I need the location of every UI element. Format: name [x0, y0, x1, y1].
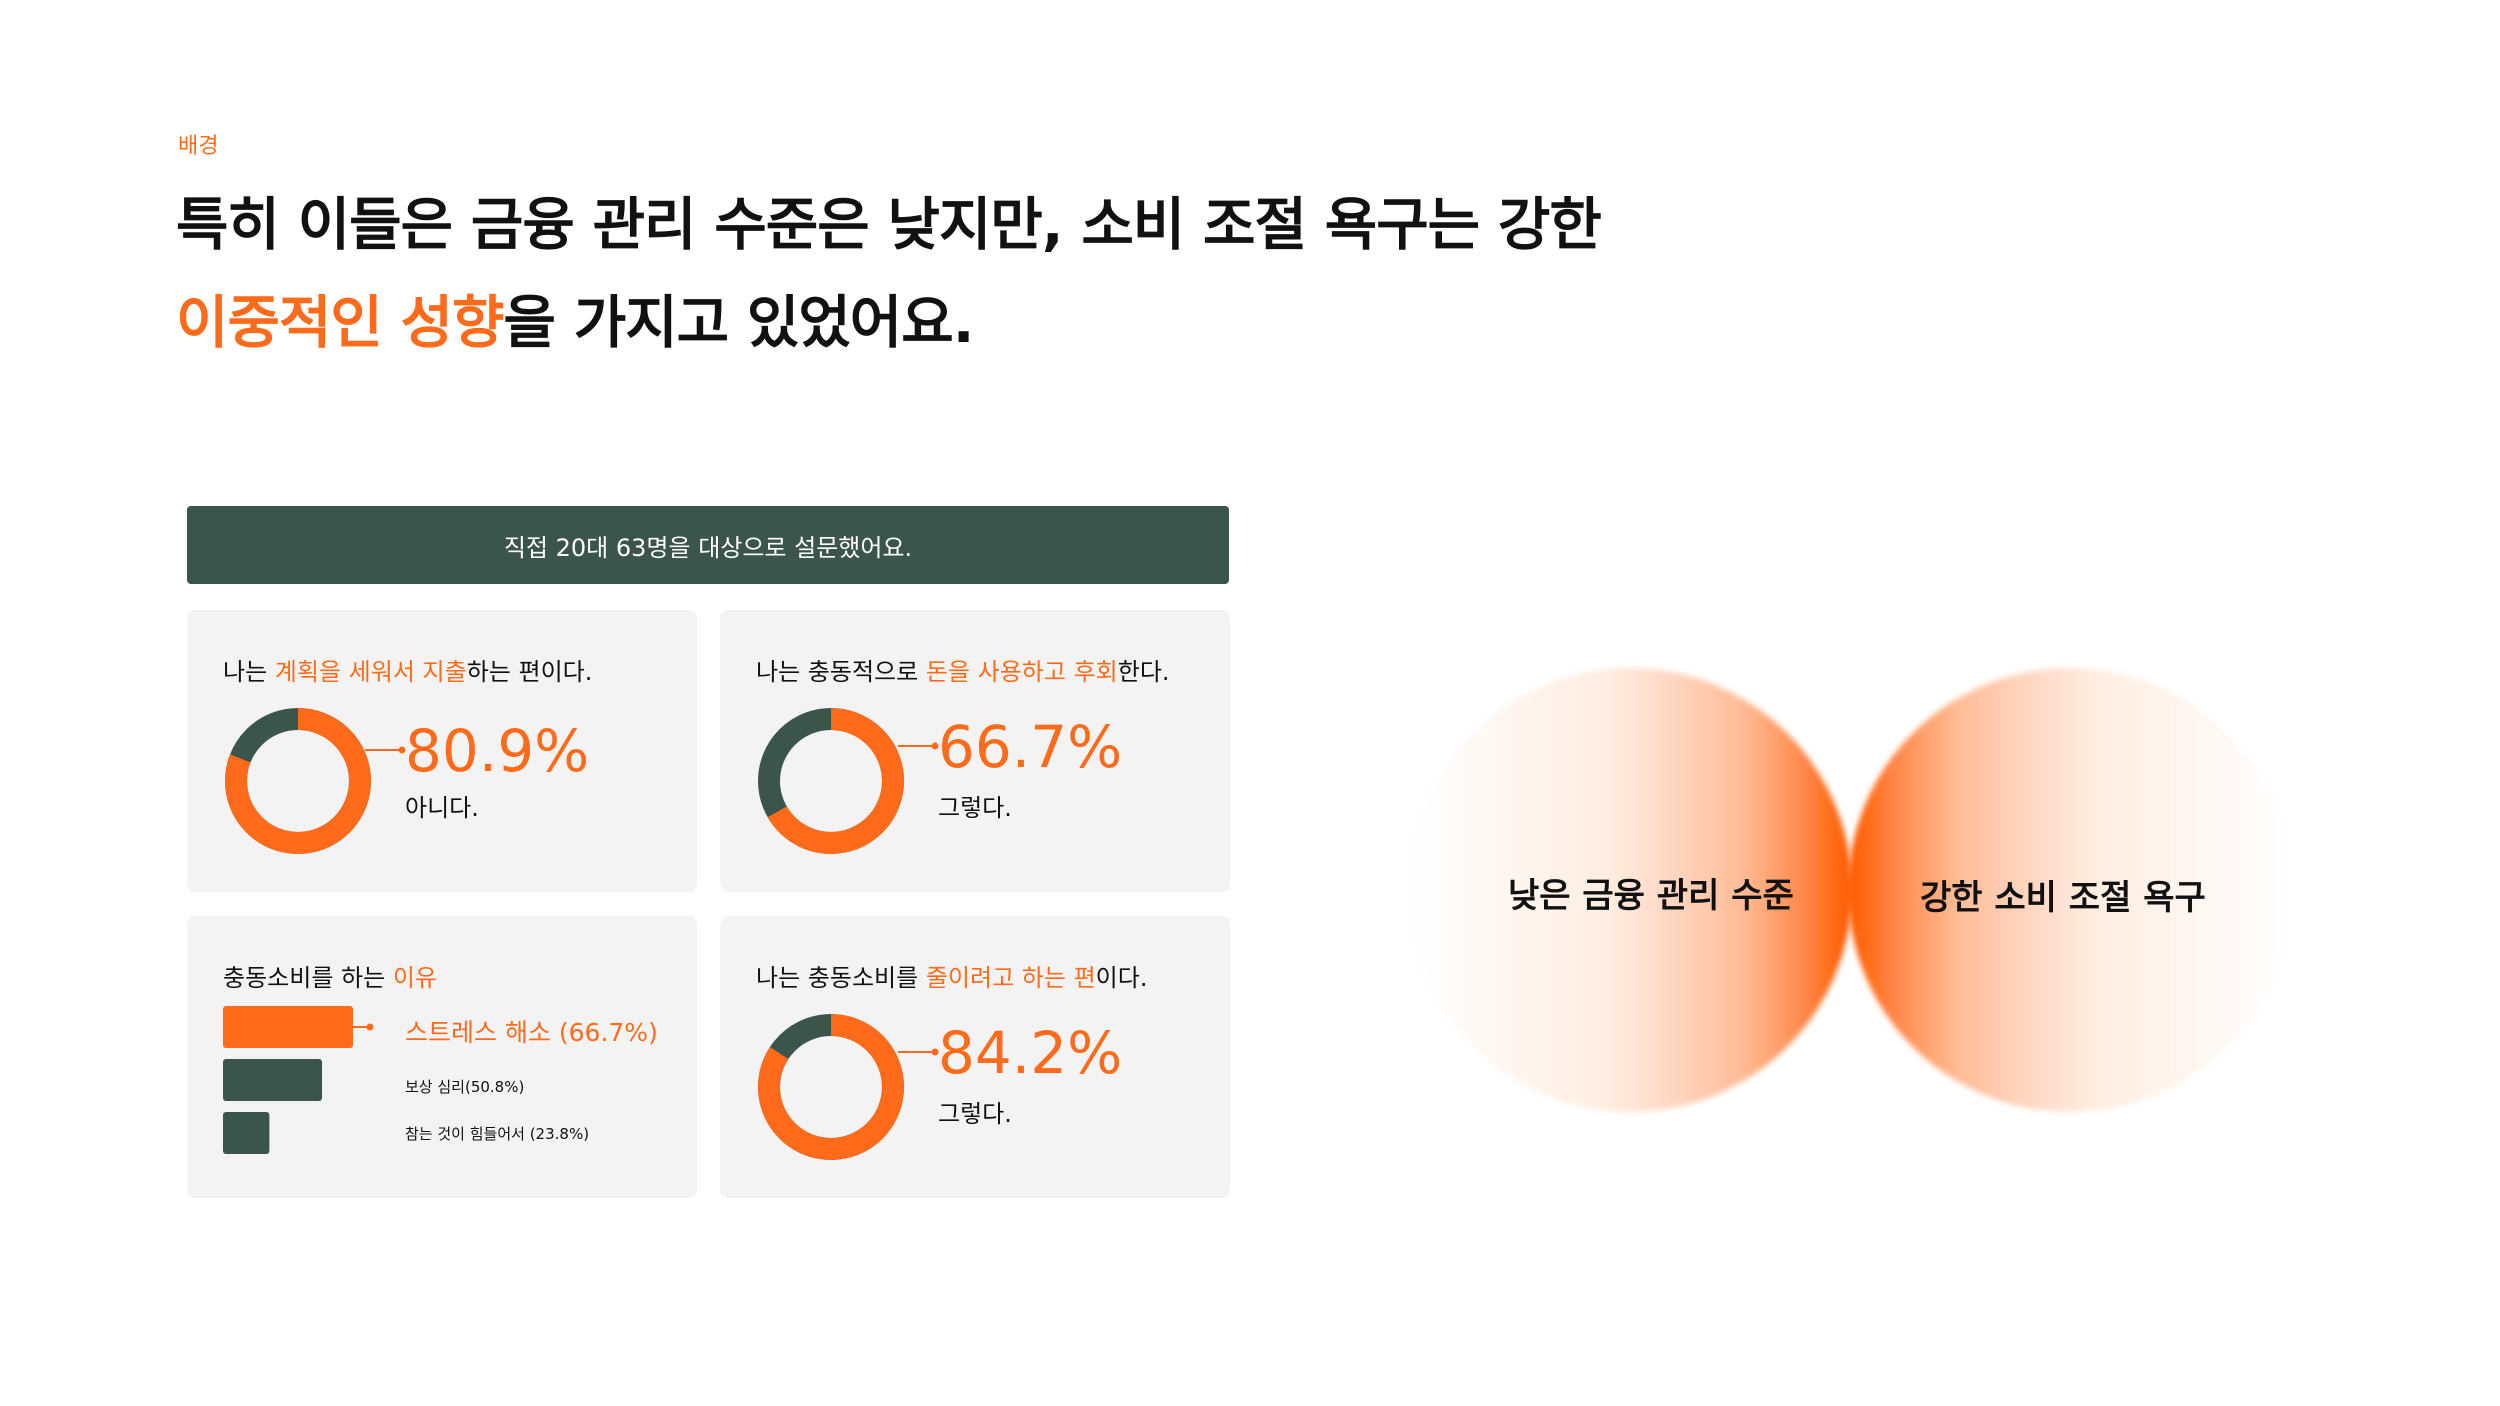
question-text: 나는 충동적으로: [756, 658, 926, 686]
bar-label-reward-psychology: 보상 심리(50.8%): [405, 1078, 525, 1096]
question-text: 나는: [223, 658, 275, 686]
bar-label-hard-to-hold-back: 참는 것이 힘들어서 (23.8%): [405, 1125, 590, 1143]
question-highlight: 돈을 사용하고 후회: [925, 658, 1118, 686]
card-question: 나는 계획을 세워서 지출하는 편이다.: [223, 652, 592, 687]
question-text: 충동소비를 하는: [223, 964, 393, 992]
question-highlight: 줄이려고 하는 편: [925, 964, 1096, 992]
donut-chart: [758, 708, 904, 854]
left-circle: [1408, 668, 1852, 1112]
question-text: 이다.: [1095, 964, 1148, 992]
survey-banner: 직접 20대 63명을 대상으로 설문했어요.: [187, 506, 1229, 584]
page-headline: 특히 이들은 금융 관리 수준은 낮지만, 소비 조절 욕구는 강한 이중적인 …: [176, 176, 1602, 372]
duality-graphic: 낮은 금융 관리 수준 강한 소비 조절 욕구: [1400, 660, 2300, 1120]
bar-label-stress-relief: 스트레스 해소 (66.7%): [405, 1018, 658, 1047]
card-impulse-reasons: 충동소비를 하는 이유 스트레스 해소 (66.7%) 보상 심리(50.8%)…: [187, 916, 697, 1198]
donut-value-arc: [758, 708, 904, 854]
answer-text: 그렇다.: [938, 1100, 1012, 1128]
left-circle-label: 낮은 금융 관리 수준: [1508, 876, 1794, 916]
callout-line: [898, 742, 939, 750]
bar-stress-relief: [223, 1006, 353, 1048]
headline-highlight: 이중적인 성향: [176, 290, 504, 356]
question-text: 나는 충동소비를: [756, 964, 926, 992]
donut-value-arc: [758, 1014, 904, 1160]
donut-chart: [225, 708, 371, 854]
gradient-circles: [1408, 668, 2292, 1112]
callout-line: [365, 746, 406, 754]
bar-hard-to-hold-back: [223, 1112, 270, 1154]
percent-value: 84.2%: [938, 1019, 1123, 1087]
callout-dot: [366, 1023, 374, 1031]
question-text: 하는 편이다.: [466, 658, 593, 686]
section-eyebrow: 배경: [178, 134, 219, 159]
bar-reward-psychology: [223, 1059, 323, 1101]
headline-line-2-rest: 을 가지고 있었어요.: [503, 290, 974, 356]
right-circle-label: 강한 소비 조절 욕구: [1920, 878, 2206, 918]
card-question: 나는 충동적으로 돈을 사용하고 후회한다.: [756, 652, 1170, 687]
headline-line-1: 특히 이들은 금융 관리 수준은 낮지만, 소비 조절 욕구는 강한: [176, 192, 1602, 258]
donut-chart: [758, 1014, 904, 1160]
card-question: 충동소비를 하는 이유: [223, 958, 437, 993]
question-highlight: 이유: [392, 964, 437, 992]
percent-value: 66.7%: [938, 713, 1123, 781]
answer-text: 아니다.: [405, 794, 479, 822]
bar-chart: [223, 1006, 374, 1154]
question-text: 한다.: [1117, 658, 1170, 686]
card-question: 나는 충동소비를 줄이려고 하는 편이다.: [756, 958, 1147, 993]
card-reduce-impulse: 나는 충동소비를 줄이려고 하는 편이다. 84.2% 그렇다.: [720, 916, 1230, 1198]
card-plan-spending: 나는 계획을 세워서 지출하는 편이다. 80.9% 아니다.: [187, 610, 697, 892]
headline-line-2: 이중적인 성향을 가지고 있었어요.: [176, 274, 1601, 372]
donut-value-arc: [225, 708, 371, 854]
percent-value: 80.9%: [405, 717, 590, 785]
answer-text: 그렇다.: [938, 794, 1012, 822]
callout-line: [898, 1048, 939, 1056]
card-impulse-regret: 나는 충동적으로 돈을 사용하고 후회한다. 66.7% 그렇다.: [720, 610, 1230, 892]
question-highlight: 계획을 세워서 지출: [274, 658, 467, 686]
right-circle: [1848, 668, 2292, 1112]
